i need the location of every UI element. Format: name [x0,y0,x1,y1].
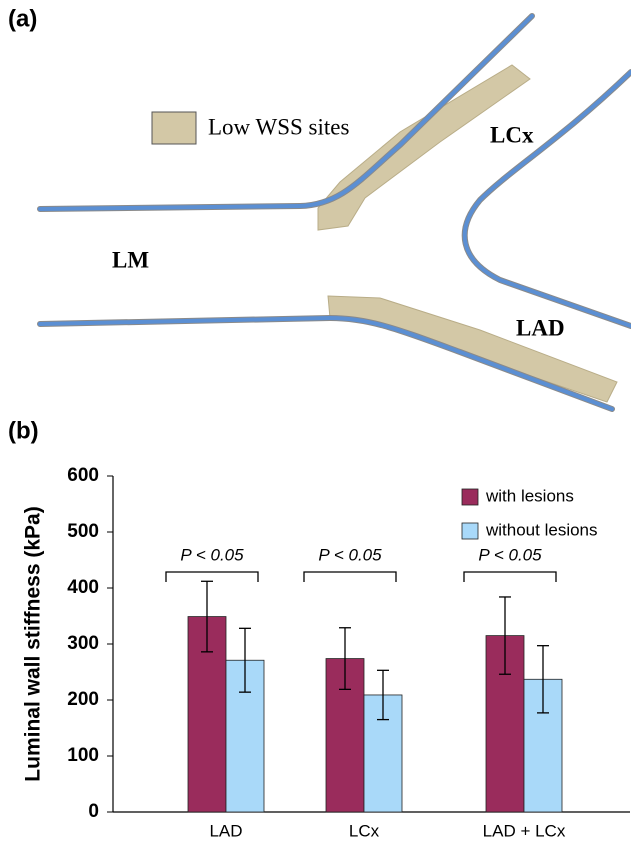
vessel-wall [462,70,631,328]
y-tick-label: 400 [67,577,99,598]
legend-swatch [461,488,479,506]
y-tick-label: 600 [67,465,99,486]
legend-label: without lesions [485,520,598,539]
vessel-walls [37,13,631,412]
panel-label: (a) [8,5,37,32]
y-tick-label: 100 [67,745,99,766]
y-tick-label: 500 [67,521,99,542]
legend-label: with lesions [485,486,574,505]
low-wss-region [327,295,618,403]
significance-bracket [165,571,259,582]
legend-label: Low WSS sites [208,114,349,139]
annotation: P < 0.05 [318,545,382,564]
vessel-wall [38,315,614,411]
annotation: P < 0.05 [180,545,244,564]
diagram: (a) Low WSS sites LM LCx LAD [8,5,631,412]
legend-swatch [151,111,197,145]
x-tick-label: LCx [349,821,380,840]
x-tick-label: LAD + LCx [483,821,566,840]
y-tick-label: 200 [67,689,99,710]
vessel-label: LAD [516,315,565,340]
x-tick-label: LAD [209,821,242,840]
low-wss-region [317,64,531,231]
vessel-wall [461,69,631,329]
significance-bracket [463,571,557,582]
annotation: P < 0.05 [478,545,542,564]
legend-swatch [461,522,479,540]
significance-bracket [303,571,397,582]
vessel-label: LM [112,247,149,272]
chart: (b) Luminal wall stiffness (kPa) 0 100 200… [8,417,630,840]
y-tick-label: 300 [67,633,99,654]
y-axis-title: Luminal wall stiffness (kPa) [22,506,45,781]
y-tick-label: 0 [88,801,99,822]
vessel-wall [38,14,534,211]
vessel-label: LCx [490,122,534,147]
panel-label: (b) [8,417,39,444]
